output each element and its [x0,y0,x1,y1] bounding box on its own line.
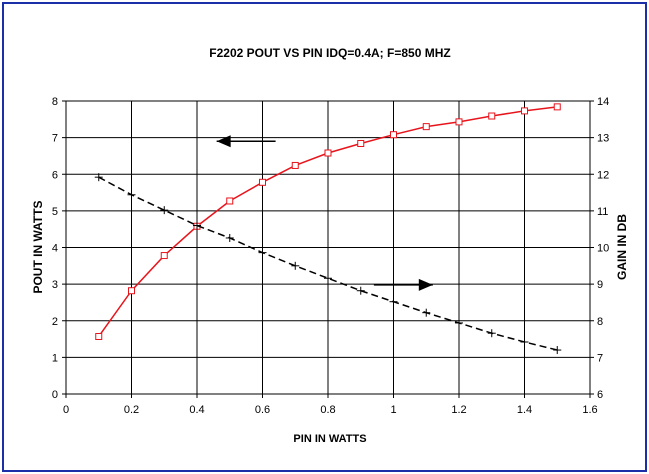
data-point [455,318,463,327]
x-tick-label: 0 [63,404,69,416]
y-tick-label: 5 [52,206,58,218]
series-group [94,103,562,355]
x-tick-label: 1 [390,404,396,416]
data-point [128,287,135,295]
y2-tick-label: 6 [597,389,603,401]
x-tick-label: 1.4 [517,404,532,416]
data-point [422,123,430,131]
y2-tick-label: 13 [597,133,609,145]
data-point [390,131,397,139]
data-point [127,190,136,199]
y-tick-label: 7 [52,133,58,145]
annotation-arrows [216,135,433,291]
data-point [258,248,267,257]
x-axis-label: PIN IN WATTS [293,433,366,445]
data-point [487,329,496,338]
arrow-head [216,135,231,148]
y2-axis-label: GAIN IN DB [615,214,629,280]
y-tick-label: 3 [52,279,58,291]
y-axis-label: POUT IN WATTS [31,200,45,293]
data-point [226,197,234,205]
data-point [356,286,365,295]
data-point [160,206,169,215]
y2-tick-label: 11 [597,206,608,218]
y2-tick-label: 8 [597,316,603,328]
data-point [291,161,299,169]
data-point [357,139,365,147]
plot-border [65,100,591,395]
data-point [324,274,332,283]
data-point [455,118,463,126]
x-tick-label: 0.8 [320,404,335,416]
series-line-2 [98,176,558,351]
data-point [95,332,103,340]
x-tick-label: 0.2 [124,404,139,416]
y-tick-label: 8 [52,96,58,108]
data-point [553,346,562,355]
chart-title: F2202 POUT VS PIN IDQ=0.4A; F=850 MHZ [209,46,450,60]
y-tick-label: 0 [52,389,58,401]
data-point [94,173,103,182]
data-point [259,178,266,186]
data-point [521,107,528,115]
y2-tick-label: 7 [597,352,603,364]
pout-arrow [216,135,276,148]
y2-tick-label: 12 [597,169,609,181]
x-tick-label: 1.2 [451,404,466,416]
data-point [225,233,234,242]
data-point [520,337,529,346]
arrow-head [418,278,433,291]
x-tick-label: 0.4 [189,404,204,416]
x-tick-label: 0.6 [255,404,270,416]
data-point [488,112,496,120]
data-point [324,149,332,157]
data-point [160,252,168,260]
data-point [422,308,431,317]
data-point [553,103,561,111]
x-tick-label: 1.6 [582,404,597,416]
y2-tick-label: 9 [597,279,603,291]
y2-tick-label: 14 [597,96,609,108]
y-tick-label: 4 [52,243,58,255]
y-tick-label: 6 [52,169,58,181]
y2-tick-label: 10 [597,243,609,255]
data-point [291,261,300,270]
data-point [193,221,201,230]
gain-arrow [373,278,433,291]
y-tick-label: 2 [52,316,58,328]
y-tick-label: 1 [52,352,58,364]
grid [62,100,594,398]
data-point [389,297,398,306]
